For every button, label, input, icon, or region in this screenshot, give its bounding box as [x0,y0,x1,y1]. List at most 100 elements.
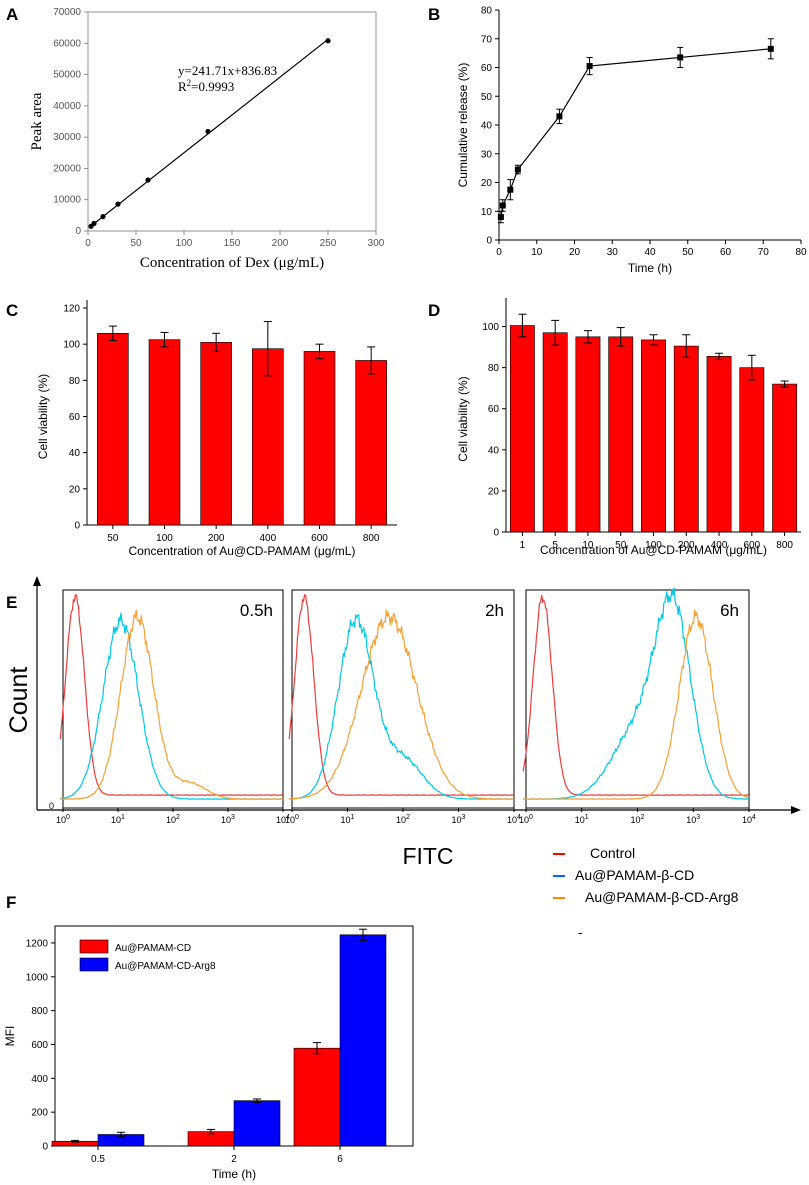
x-tick-base: 10 [686,815,696,825]
x-tick-label: 800 [776,540,793,551]
x-axis-label: Concentration of Au@CD-PAMAM (μg/mL) [129,544,356,558]
x-axis-label: Time (h) [628,261,672,275]
data-point [556,113,563,120]
y-tick-label: 200 [31,1108,48,1119]
x-tick-label: 50 [130,238,142,249]
x-tick-label: 50 [682,247,694,258]
x-tick-label: 50 [615,540,627,551]
x-tick-label: 0 [85,238,91,249]
legend-label: Au@PAMAM-β-CD-Arg8 [585,889,739,905]
x-tick-exponent: 4 [517,814,521,821]
x-tick-label: 5 [552,540,558,551]
r-squared: R2=0.9993 [178,78,234,94]
data-point [507,186,514,193]
y-tick-label: 60 [481,63,493,74]
beta-cd-trace [289,613,515,800]
x-tick-exponent: 3 [696,814,700,821]
y-tick-label: 30 [481,149,493,160]
x-tick-exponent: 2 [406,814,410,821]
control-trace [59,594,284,796]
y-tick-label: 0 [493,528,499,539]
bar [575,336,601,533]
data-point [586,63,593,70]
x-tick-label: 40 [644,247,656,258]
bar [293,1047,341,1147]
arg8-trace [523,609,750,800]
legend-label: Au@PAMAM-CD-Arg8 [115,961,216,972]
y-axis-label: Count [5,667,33,734]
x-tick-label: 400 [259,533,276,544]
bar [739,367,765,533]
bar [252,348,284,526]
y-zero-label: 0 [49,801,54,811]
x-tick-base: 10 [631,815,641,825]
bar [608,336,634,533]
plot-frame [87,11,377,232]
bar [706,356,732,533]
x-tick-label: 101 [341,814,355,825]
x-tick-base: 10 [285,815,295,825]
x-tick-base: 10 [575,815,585,825]
x-tick-label: 70 [758,247,770,258]
x-tick-label: 400 [711,540,728,551]
y-tick-label: 20000 [53,163,81,174]
y-tick-label: 40 [488,445,500,456]
legend-label: Au@PAMAM-β-CD [575,867,694,883]
x-tick-label: 200 [208,533,225,544]
bar [673,345,699,533]
y-tick-label: 40000 [53,101,81,112]
x-tick-label: 800 [363,533,380,544]
x-tick-exponent: 0 [295,814,299,821]
y-tick-label: 60 [488,404,500,415]
x-tick-base: 10 [452,815,462,825]
y-tick-label: 20 [69,484,81,495]
control-trace [522,594,750,796]
x-tick-label: 103 [452,814,466,825]
x-tick-label: 102 [631,814,645,825]
x-tick-label: 101 [111,814,125,825]
x-tick-exponent: 2 [176,814,180,821]
y-axis-arrowhead [33,576,41,586]
x-tick-label: 100 [285,814,299,825]
x-tick-label: 150 [224,238,241,249]
x-tick-base: 10 [507,815,517,825]
x-tick-label: 100 [645,540,662,551]
y-tick-label: 80 [481,6,493,17]
bar [355,360,387,526]
histogram-frame [525,589,750,809]
y-tick-label: 10000 [53,195,81,206]
panel-c-viability-bars: 0 20 40 60 80 100 120 50 100 200 400 600 800 Concentr… [36,300,397,558]
x-tick-label: 250 [320,238,337,249]
y-tick-label: 30000 [53,132,81,143]
data-point [115,201,121,207]
data-point [497,214,504,220]
fit-equation: y=241.71x+836.83 [178,63,277,78]
data-point [677,54,684,61]
timepoint-label: 2h [485,601,504,620]
x-tick-base: 10 [56,815,66,825]
x-tick-label: 6 [337,1154,343,1165]
arg8-trace [60,609,284,800]
bar [303,351,336,526]
x-tick-label: 600 [743,540,760,551]
panel-letter-d: D [428,301,440,320]
x-tick-label: 2 [231,1154,237,1165]
legend-label: Au@PAMAM-CD [115,943,191,954]
x-tick-label: 103 [221,814,235,825]
x-tick-label: 103 [686,814,700,825]
x-tick-label: 104 [507,814,521,825]
x-tick-label: 60 [720,247,732,258]
x-axis-label: Concentration of Dex (μg/mL) [140,255,324,271]
x-tick-label: 0 [496,247,502,258]
bar [233,1100,281,1147]
bar [339,934,387,1147]
stray-mark: - [578,924,583,940]
y-tick-label: 0 [75,226,81,237]
y-tick-label: 10 [481,207,493,218]
bar [641,339,666,533]
panel-b-release-curve: 0 10 20 30 40 50 60 70 80 0 10 20 30 40 50 60 70 80 Time (… [456,6,807,276]
y-tick-label: 70000 [53,7,81,18]
x-tick-base: 10 [221,815,231,825]
x-tick-label: 300 [368,238,385,249]
